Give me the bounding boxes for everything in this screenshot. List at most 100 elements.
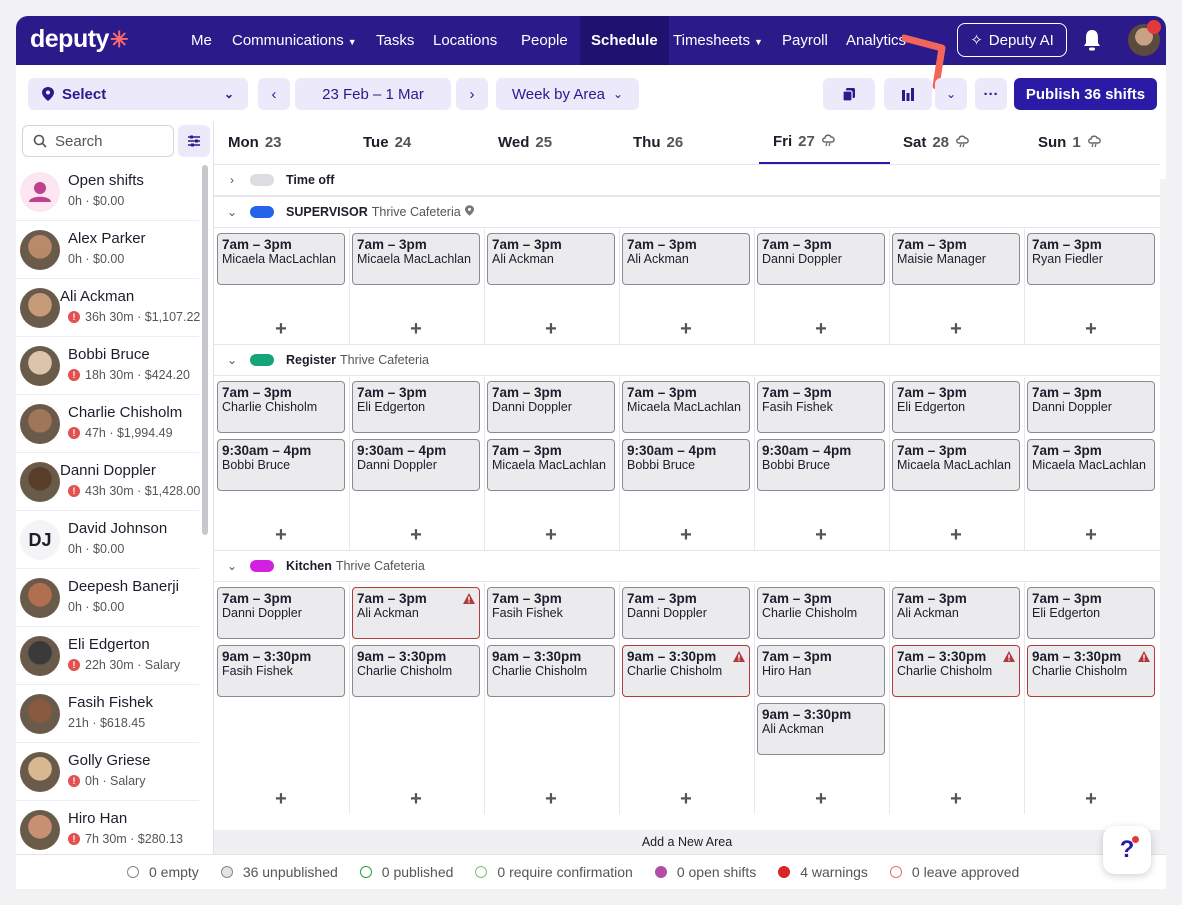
shift-card[interactable]: 7am – 3pm Danni Doppler	[1027, 381, 1155, 433]
help-button[interactable]: ?	[1103, 826, 1151, 874]
add-shift-button[interactable]: +	[815, 524, 827, 546]
employee-row[interactable]: Charlie Chisholm! 47h · $1,994.49	[16, 395, 199, 453]
area-header-time-off[interactable]: › Time off	[214, 164, 1160, 196]
shift-card[interactable]: 7am – 3pm Ali Ackman	[487, 233, 615, 285]
shift-card[interactable]: 7am – 3pm Ali Ackman	[352, 587, 480, 639]
shift-card[interactable]: 7am – 3pm Danni Doppler	[487, 381, 615, 433]
shift-card[interactable]: 7am – 3pm Ali Ackman	[892, 587, 1020, 639]
add-new-area-button[interactable]: Add a New Area	[214, 830, 1160, 854]
legend-item[interactable]: 0 leave approved	[889, 864, 1019, 880]
shift-card[interactable]: 7am – 3pm Eli Edgerton	[892, 381, 1020, 433]
previous-week-button[interactable]: ‹	[258, 78, 290, 110]
add-shift-button[interactable]: +	[680, 318, 692, 340]
nav-payroll[interactable]: Payroll	[782, 32, 828, 49]
nav-locations[interactable]: Locations	[433, 32, 498, 49]
employee-row[interactable]: Danni Doppler! 43h 30m · $1,428.00	[16, 453, 200, 511]
deputy-logo[interactable]: deputy✳	[30, 25, 128, 53]
shift-card[interactable]: 7am – 3pm Fasih Fishek	[757, 381, 885, 433]
shift-card[interactable]: 9am – 3:30pm Charlie Chisholm	[1027, 645, 1155, 697]
employee-row[interactable]: Eli Edgerton! 22h 30m · Salary	[16, 627, 199, 685]
grid-scrollbar[interactable]	[1160, 179, 1166, 854]
shift-card[interactable]: 9:30am – 4pm Danni Doppler	[352, 439, 480, 491]
shift-card[interactable]: 7am – 3pm Micaela MacLachlan	[217, 233, 345, 285]
day-header-fri[interactable]: Fri 27	[759, 121, 890, 164]
shift-card[interactable]: 7am – 3pm Micaela MacLachlan	[1027, 439, 1155, 491]
employee-row[interactable]: Open shifts 0h · $0.00	[16, 163, 199, 221]
date-range-button[interactable]: 23 Feb – 1 Mar	[295, 78, 451, 110]
publish-button[interactable]: Publish 36 shifts	[1014, 78, 1157, 110]
filter-button[interactable]	[178, 125, 210, 157]
shift-card[interactable]: 7am – 3pm Micaela MacLachlan	[487, 439, 615, 491]
add-shift-button[interactable]: +	[950, 318, 962, 340]
shift-card[interactable]: 9:30am – 4pm Bobbi Bruce	[217, 439, 345, 491]
shift-card[interactable]: 9am – 3:30pm Charlie Chisholm	[352, 645, 480, 697]
employee-row[interactable]: Bobbi Bruce! 18h 30m · $424.20	[16, 337, 199, 395]
view-select[interactable]: Week by Area ⌄	[496, 78, 639, 110]
copy-button[interactable]	[823, 78, 875, 110]
employee-row[interactable]: Ali Ackman! 36h 30m · $1,107.22	[16, 279, 200, 337]
next-week-button[interactable]: ›	[456, 78, 488, 110]
nav-schedule[interactable]: Schedule	[580, 16, 669, 65]
shift-card[interactable]: 7am – 3pm Charlie Chisholm	[757, 587, 885, 639]
employee-row[interactable]: Alex Parker 0h · $0.00	[16, 221, 199, 279]
add-shift-button[interactable]: +	[1085, 318, 1097, 340]
add-shift-button[interactable]: +	[815, 788, 827, 810]
employee-row[interactable]: Hiro Han! 7h 30m · $280.13	[16, 801, 199, 854]
legend-item[interactable]: 0 require confirmation	[475, 864, 633, 880]
legend-item[interactable]: 36 unpublished	[220, 864, 338, 880]
deputy-ai-button[interactable]: ✧ Deputy AI	[957, 23, 1067, 57]
employee-row[interactable]: DJ David Johnson 0h · $0.00	[16, 511, 199, 569]
more-options-button[interactable]: ···	[975, 78, 1007, 110]
day-header-sun[interactable]: Sun 1	[1024, 121, 1159, 164]
shift-card[interactable]: 7am – 3pm Eli Edgerton	[352, 381, 480, 433]
shift-card[interactable]: 7am – 3pm Danni Doppler	[757, 233, 885, 285]
location-select[interactable]: Select ⌄	[28, 78, 248, 110]
shift-card[interactable]: 7am – 3pm Danni Doppler	[622, 587, 750, 639]
day-header-thu[interactable]: Thu 26	[619, 121, 754, 164]
add-shift-button[interactable]: +	[275, 524, 287, 546]
area-header-supervisor[interactable]: ⌄ SUPERVISOR Thrive Cafeteria	[214, 196, 1160, 228]
sidebar-scrollbar[interactable]	[202, 165, 208, 535]
add-shift-button[interactable]: +	[410, 788, 422, 810]
shift-card[interactable]: 9:30am – 4pm Bobbi Bruce	[757, 439, 885, 491]
nav-me[interactable]: Me	[191, 32, 212, 49]
nav-tasks[interactable]: Tasks	[376, 32, 415, 49]
stats-button[interactable]	[884, 78, 932, 110]
legend-item[interactable]: 4 warnings	[778, 864, 868, 880]
shift-card[interactable]: 7am – 3pm Ali Ackman	[622, 233, 750, 285]
legend-item[interactable]: 0 empty	[127, 864, 199, 880]
shift-card[interactable]: 7am – 3:30pm Charlie Chisholm	[892, 645, 1020, 697]
search-field[interactable]: Search	[22, 125, 174, 157]
add-shift-button[interactable]: +	[275, 788, 287, 810]
shift-card[interactable]: 9am – 3:30pm Ali Ackman	[757, 703, 885, 755]
shift-card[interactable]: 7am – 3pm Fasih Fishek	[487, 587, 615, 639]
shift-card[interactable]: 7am – 3pm Micaela MacLachlan	[622, 381, 750, 433]
shift-card[interactable]: 7am – 3pm Maisie Manager	[892, 233, 1020, 285]
shift-card[interactable]: 7am – 3pm Charlie Chisholm	[217, 381, 345, 433]
bell-icon[interactable]	[1082, 28, 1102, 52]
shift-card[interactable]: 7am – 3pm Danni Doppler	[217, 587, 345, 639]
area-header-kitchen[interactable]: ⌄ Kitchen Thrive Cafeteria	[214, 550, 1160, 582]
nav-timesheets[interactable]: Timesheets ▼	[673, 32, 763, 49]
shift-card[interactable]: 7am – 3pm Micaela MacLachlan	[352, 233, 480, 285]
add-shift-button[interactable]: +	[410, 524, 422, 546]
shift-card[interactable]: 7am – 3pm Hiro Han	[757, 645, 885, 697]
employee-row[interactable]: Golly Griese! 0h · Salary	[16, 743, 199, 801]
legend-item[interactable]: 0 published	[359, 864, 453, 880]
add-shift-button[interactable]: +	[410, 318, 422, 340]
day-header-sat[interactable]: Sat 28	[889, 121, 1024, 164]
shift-card[interactable]: 7am – 3pm Micaela MacLachlan	[892, 439, 1020, 491]
day-header-tue[interactable]: Tue 24	[349, 121, 484, 164]
stats-dropdown-button[interactable]: ⌄	[935, 78, 967, 110]
employee-row[interactable]: Fasih Fishek 21h · $618.45	[16, 685, 199, 743]
add-shift-button[interactable]: +	[1085, 788, 1097, 810]
add-shift-button[interactable]: +	[680, 524, 692, 546]
add-shift-button[interactable]: +	[815, 318, 827, 340]
employee-row[interactable]: Deepesh Banerji 0h · $0.00	[16, 569, 199, 627]
shift-card[interactable]: 9am – 3:30pm Fasih Fishek	[217, 645, 345, 697]
add-shift-button[interactable]: +	[950, 788, 962, 810]
shift-card[interactable]: 9am – 3:30pm Charlie Chisholm	[487, 645, 615, 697]
add-shift-button[interactable]: +	[545, 524, 557, 546]
add-shift-button[interactable]: +	[1085, 524, 1097, 546]
nav-people[interactable]: People	[521, 32, 568, 49]
